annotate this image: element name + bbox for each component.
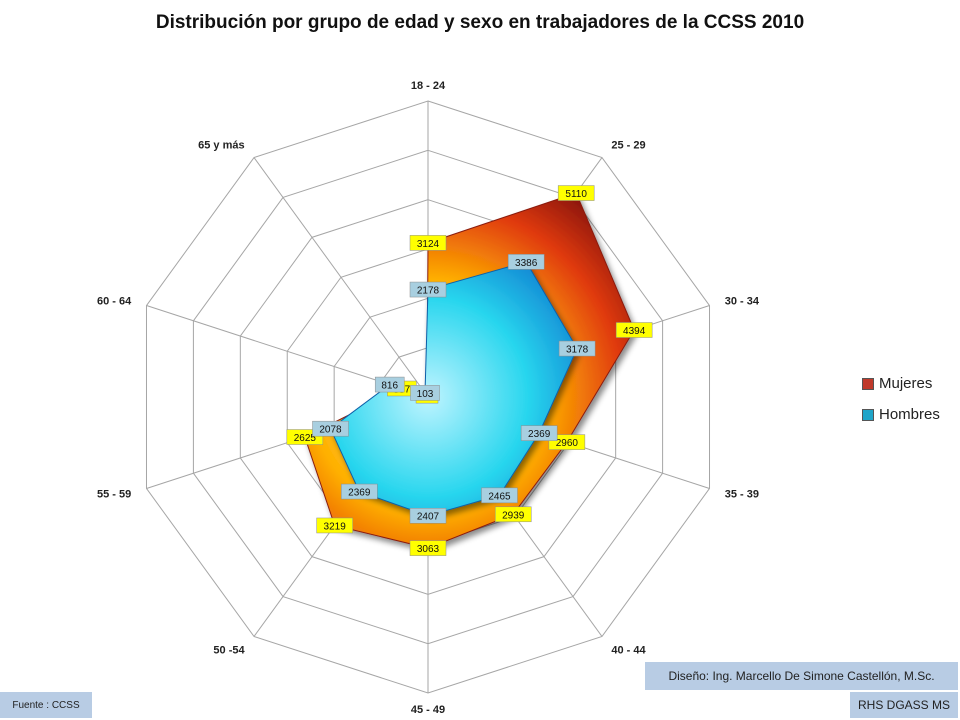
chart-title: Distribución por grupo de edad y sexo en… bbox=[155, 12, 805, 33]
data-label-text: 2078 bbox=[319, 425, 342, 436]
data-label-text: 3178 bbox=[566, 345, 589, 356]
data-label-box bbox=[494, 506, 532, 523]
data-label-text: 2178 bbox=[417, 286, 440, 297]
data-label-text: 5110 bbox=[565, 189, 587, 200]
data-label: 4394 bbox=[615, 322, 653, 338]
data-label-text: 3219 bbox=[324, 521, 347, 532]
data-label: 3219 bbox=[316, 517, 353, 534]
data-label-box bbox=[615, 322, 653, 338]
data-label-text: 2465 bbox=[488, 491, 511, 502]
data-label-box bbox=[374, 376, 405, 393]
data-label-box bbox=[409, 540, 447, 556]
data-label: 3124 bbox=[409, 235, 447, 251]
data-label-box bbox=[316, 517, 353, 534]
data-label: 5110 bbox=[557, 185, 595, 201]
department-tag: RHS DGASS MS bbox=[850, 692, 958, 718]
category-labels: 18 - 24 25 - 29 30 - 34 35 - 39 40 - 44 45 - … bbox=[97, 80, 760, 716]
legend-swatch-mujeres bbox=[862, 377, 874, 390]
data-label: 2369 bbox=[520, 425, 558, 441]
data-label-box bbox=[409, 507, 447, 524]
legend-label: Hombres bbox=[879, 406, 940, 423]
data-label: 2407 bbox=[409, 507, 447, 524]
data-label: 3386 bbox=[507, 254, 545, 270]
data-label: 2369 bbox=[341, 483, 378, 500]
data-labels: 3124511043942960293930633219262555734217… bbox=[286, 185, 653, 556]
data-label-text: 2369 bbox=[528, 429, 551, 440]
data-label-text: 2960 bbox=[556, 438, 579, 449]
data-label-box bbox=[409, 281, 447, 298]
data-label: 3178 bbox=[558, 340, 596, 357]
data-label: 103 bbox=[410, 385, 440, 401]
data-label: 816 bbox=[374, 376, 405, 393]
data-label-box bbox=[341, 483, 378, 500]
data-label-box bbox=[557, 185, 595, 201]
category-label: 35 - 39 bbox=[725, 488, 759, 500]
data-label-box bbox=[507, 254, 545, 270]
source-note: Fuente : CCSS bbox=[0, 692, 92, 718]
data-label-text: 2625 bbox=[294, 433, 317, 444]
category-label: 45 - 49 bbox=[411, 704, 445, 716]
data-label-box bbox=[520, 425, 558, 441]
category-label: 30 - 34 bbox=[725, 296, 760, 308]
legend-swatch-hombres bbox=[862, 408, 874, 421]
design-credit: Diseño: Ing. Marcello De Simone Castelló… bbox=[645, 662, 958, 690]
data-label: 2960 bbox=[548, 434, 586, 450]
data-label-box bbox=[481, 487, 518, 504]
category-label: 60 - 64 bbox=[97, 296, 132, 308]
legend-item-mujeres: Mujeres bbox=[862, 368, 940, 399]
data-label-text: 103 bbox=[417, 389, 434, 400]
data-label-text: 4394 bbox=[623, 326, 646, 337]
data-label-text: 816 bbox=[381, 381, 398, 392]
data-label: 3063 bbox=[409, 540, 447, 556]
data-label-text: 2407 bbox=[417, 512, 440, 523]
category-label: 65 y más bbox=[198, 140, 244, 152]
data-label-box bbox=[410, 385, 440, 401]
category-label: 55 - 59 bbox=[97, 488, 131, 500]
legend-item-hombres: Hombres bbox=[862, 399, 940, 430]
category-label: 18 - 24 bbox=[411, 80, 446, 92]
data-label-box bbox=[312, 420, 349, 437]
data-label-box bbox=[558, 340, 596, 357]
category-label: 25 - 29 bbox=[611, 140, 645, 152]
data-label-box bbox=[548, 434, 586, 450]
data-label-text: 3124 bbox=[417, 239, 440, 250]
data-label-text: 2939 bbox=[502, 510, 525, 521]
data-label-text: 3063 bbox=[417, 544, 440, 555]
data-label-box bbox=[409, 235, 447, 251]
data-label-text: 2369 bbox=[348, 488, 371, 499]
legend: Mujeres Hombres bbox=[862, 368, 940, 430]
data-label: 2078 bbox=[312, 420, 349, 437]
data-label-text: 3386 bbox=[515, 258, 538, 269]
data-label: 2178 bbox=[409, 281, 447, 298]
grid-spoke bbox=[253, 157, 429, 398]
data-label: 2939 bbox=[494, 506, 532, 523]
category-label: 40 - 44 bbox=[611, 644, 646, 656]
data-label: 2465 bbox=[481, 487, 518, 504]
legend-label: Mujeres bbox=[879, 375, 933, 392]
category-label: 50 -54 bbox=[213, 644, 245, 656]
